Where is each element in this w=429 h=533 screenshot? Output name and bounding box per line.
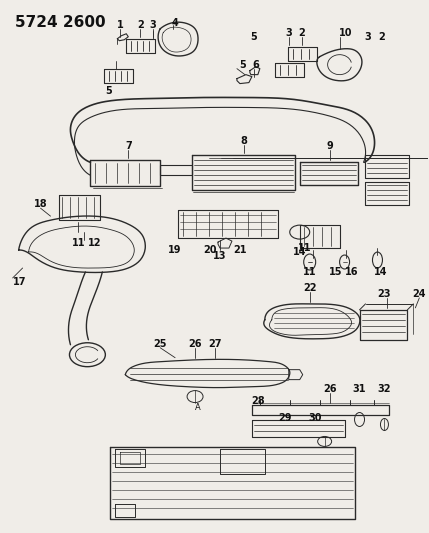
Text: 13: 13: [213, 251, 227, 261]
Text: 26: 26: [188, 339, 202, 349]
Text: 14: 14: [293, 247, 306, 257]
Text: 2: 2: [137, 20, 144, 30]
Text: 12: 12: [88, 238, 101, 248]
Text: 24: 24: [413, 289, 426, 299]
Text: 2: 2: [378, 32, 385, 42]
Text: 22: 22: [303, 283, 317, 293]
Text: 3: 3: [285, 28, 292, 38]
Text: 2: 2: [298, 28, 305, 38]
Text: 31: 31: [353, 384, 366, 393]
Text: 19: 19: [168, 245, 182, 255]
Text: 28: 28: [251, 395, 265, 406]
Text: 4: 4: [172, 18, 178, 28]
Text: 1: 1: [117, 20, 124, 30]
Text: 10: 10: [339, 28, 352, 38]
Text: 5: 5: [239, 60, 246, 70]
Text: 32: 32: [378, 384, 391, 393]
Text: 3: 3: [364, 32, 371, 42]
Text: 20: 20: [203, 245, 217, 255]
Text: 17: 17: [13, 277, 26, 287]
Text: 3: 3: [150, 20, 157, 30]
Text: 26: 26: [323, 384, 336, 393]
Text: 21: 21: [233, 245, 247, 255]
Text: 30: 30: [308, 413, 321, 423]
Text: 7: 7: [125, 141, 132, 151]
Text: 14: 14: [374, 267, 387, 277]
Text: 11: 11: [72, 238, 85, 248]
Text: 27: 27: [208, 339, 222, 349]
Text: 5: 5: [105, 86, 112, 95]
Text: 23: 23: [378, 289, 391, 299]
Text: 25: 25: [154, 339, 167, 349]
Text: 11: 11: [298, 243, 311, 253]
Text: 8: 8: [241, 136, 248, 147]
Text: 15: 15: [329, 267, 342, 277]
Text: 29: 29: [278, 413, 292, 423]
Text: 9: 9: [326, 141, 333, 151]
Text: 5: 5: [251, 32, 257, 42]
Text: 6: 6: [253, 60, 259, 70]
Text: 5724 2600: 5724 2600: [15, 15, 105, 30]
Text: 18: 18: [34, 199, 47, 209]
Text: 16: 16: [345, 267, 358, 277]
Text: A: A: [195, 403, 201, 412]
Text: 11: 11: [303, 267, 317, 277]
